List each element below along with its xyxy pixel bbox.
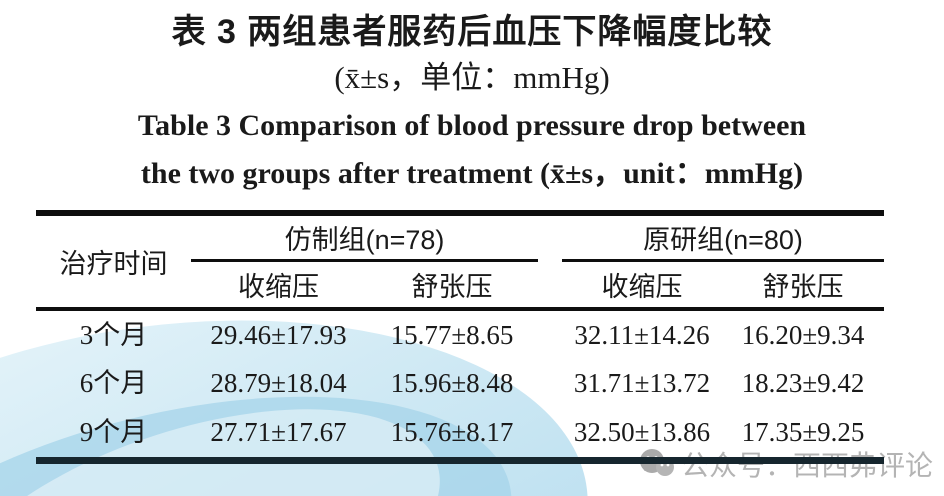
title-english-line1: Table 3 Comparison of blood pressure dro… xyxy=(137,109,807,142)
comparison-table: 治疗时间 仿制组(n=78) 收缩压 舒张压 原研组(n=80) 收缩压 舒张压… xyxy=(36,210,884,464)
subheader-systolic: 收缩压 xyxy=(238,272,319,302)
data-cell: 32.11±14.26 xyxy=(574,319,710,350)
header-group-original: 原研组(n=80) 收缩压 舒张压 xyxy=(562,216,884,307)
data-cell: 15.96±8.48 xyxy=(390,368,514,399)
data-cell: 32.50±13.86 xyxy=(573,416,711,447)
subheader-systolic: 收缩压 xyxy=(601,272,683,302)
header-gap xyxy=(538,216,562,307)
table-header: 治疗时间 仿制组(n=78) 收缩压 舒张压 原研组(n=80) 收缩压 舒张压 xyxy=(36,216,884,311)
table-row: 3个月 29.46±17.93 15.77±8.65 32.11±14.26 1… xyxy=(36,311,884,360)
title-chinese-unit: (x̄±s，单位：mmHg) xyxy=(334,60,610,95)
table-bottom-rule xyxy=(36,456,884,464)
data-cell: 28.79±18.04 xyxy=(210,368,347,399)
group-label-generic: 仿制组(n=78) xyxy=(191,216,538,262)
header-group-generic: 仿制组(n=78) 收缩压 舒张压 xyxy=(191,216,538,307)
data-cell: 15.76±8.17 xyxy=(390,416,514,447)
title-english-line2: the two groups after treatment (x̄±s，uni… xyxy=(140,157,804,190)
table-row: 6个月 28.79±18.04 15.96±8.48 31.71±13.72 1… xyxy=(36,360,884,409)
title-chinese: 表 3 两组患者服药后血压下降幅度比较 xyxy=(171,13,773,51)
data-cell: 15.77±8.65 xyxy=(390,319,514,350)
subheader-diastolic: 舒张压 xyxy=(411,272,493,302)
row-label: 9个月 xyxy=(79,416,148,447)
row-label: 6个月 xyxy=(79,368,148,399)
data-cell: 18.23±9.42 xyxy=(741,368,865,399)
subheader-diastolic: 舒张压 xyxy=(762,272,844,302)
data-cell: 27.71±17.67 xyxy=(210,416,347,447)
data-cell: 29.46±17.93 xyxy=(210,319,347,350)
group-label-original: 原研组(n=80) xyxy=(562,216,884,262)
table-row: 9个月 27.71±17.67 15.76±8.17 32.50±13.86 1… xyxy=(36,408,884,457)
data-cell: 16.20±9.34 xyxy=(741,319,865,350)
header-treatment-time: 治疗时间 xyxy=(59,249,168,279)
data-cell: 17.35±9.25 xyxy=(741,416,865,447)
watermark: 公众号：西西弗评论 xyxy=(638,444,933,484)
title-block: 表 3 两组患者服药后血压下降幅度比较 (x̄±s，单位：mmHg) Table… xyxy=(0,0,944,198)
watermark-text: 公众号：西西弗评论 xyxy=(681,450,934,481)
row-label: 3个月 xyxy=(79,319,148,350)
data-cell: 31.71±13.72 xyxy=(573,368,711,399)
